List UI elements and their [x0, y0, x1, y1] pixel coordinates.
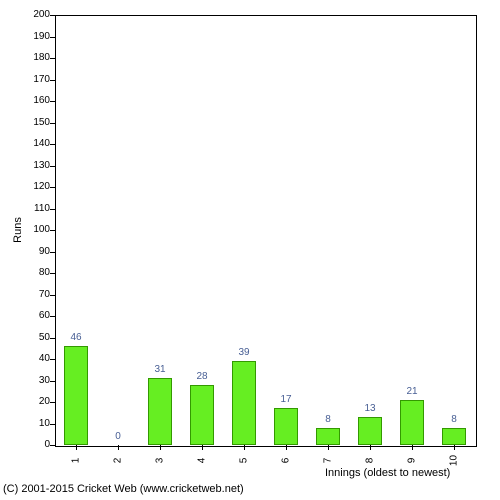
y-tick-mark	[50, 445, 55, 446]
x-tick-mark	[244, 445, 245, 450]
x-tick-mark	[454, 445, 455, 450]
y-tick-mark	[50, 424, 55, 425]
y-tick-label: 100	[20, 224, 50, 235]
y-tick-mark	[50, 101, 55, 102]
y-tick-mark	[50, 144, 55, 145]
x-tick-label: 1	[71, 451, 82, 471]
x-tick-label: 2	[113, 451, 124, 471]
copyright-text: (C) 2001-2015 Cricket Web (www.cricketwe…	[3, 483, 244, 495]
y-tick-mark	[50, 381, 55, 382]
bar	[400, 400, 423, 445]
bar-value-label: 8	[313, 414, 343, 425]
y-tick-label: 150	[20, 117, 50, 128]
y-tick-label: 20	[20, 396, 50, 407]
bar	[232, 361, 255, 445]
x-tick-mark	[118, 445, 119, 450]
x-tick-mark	[76, 445, 77, 450]
y-tick-label: 70	[20, 289, 50, 300]
x-tick-label: 6	[281, 451, 292, 471]
x-tick-label: 9	[407, 451, 418, 471]
x-tick-mark	[328, 445, 329, 450]
y-tick-label: 80	[20, 267, 50, 278]
y-tick-mark	[50, 252, 55, 253]
bar	[316, 428, 339, 445]
y-tick-mark	[50, 123, 55, 124]
y-tick-label: 190	[20, 31, 50, 42]
y-tick-label: 40	[20, 353, 50, 364]
bar-value-label: 31	[145, 364, 175, 375]
y-tick-label: 110	[20, 203, 50, 214]
bar-value-label: 28	[187, 371, 217, 382]
bar-value-label: 8	[439, 414, 469, 425]
y-tick-label: 130	[20, 160, 50, 171]
bar	[442, 428, 465, 445]
y-tick-label: 200	[20, 9, 50, 20]
y-tick-mark	[50, 338, 55, 339]
y-tick-label: 90	[20, 246, 50, 257]
bar	[190, 385, 213, 445]
y-tick-mark	[50, 209, 55, 210]
y-tick-mark	[50, 15, 55, 16]
y-tick-mark	[50, 80, 55, 81]
bar	[64, 346, 87, 445]
y-tick-label: 30	[20, 375, 50, 386]
y-tick-mark	[50, 402, 55, 403]
y-tick-label: 50	[20, 332, 50, 343]
x-tick-label: 5	[239, 451, 250, 471]
y-tick-label: 10	[20, 418, 50, 429]
x-tick-mark	[202, 445, 203, 450]
y-tick-mark	[50, 316, 55, 317]
y-tick-label: 180	[20, 52, 50, 63]
bar-value-label: 13	[355, 403, 385, 414]
y-tick-mark	[50, 273, 55, 274]
bar-value-label: 17	[271, 394, 301, 405]
x-tick-mark	[160, 445, 161, 450]
y-tick-label: 0	[20, 439, 50, 450]
x-tick-mark	[412, 445, 413, 450]
bar-value-label: 21	[397, 386, 427, 397]
bar-value-label: 39	[229, 347, 259, 358]
y-tick-mark	[50, 58, 55, 59]
plot-area	[55, 15, 477, 447]
x-tick-mark	[370, 445, 371, 450]
y-tick-label: 140	[20, 138, 50, 149]
y-tick-mark	[50, 295, 55, 296]
y-tick-label: 60	[20, 310, 50, 321]
bar-value-label: 46	[61, 332, 91, 343]
y-tick-mark	[50, 187, 55, 188]
bar	[148, 378, 171, 445]
y-tick-mark	[50, 166, 55, 167]
bar	[358, 417, 381, 445]
x-tick-label: 7	[323, 451, 334, 471]
y-tick-label: 170	[20, 74, 50, 85]
x-axis-label: Innings (oldest to newest)	[325, 467, 450, 479]
y-tick-label: 160	[20, 95, 50, 106]
x-tick-label: 8	[365, 451, 376, 471]
bar-value-label: 0	[103, 431, 133, 442]
chart-container: Runs Innings (oldest to newest) 01020304…	[0, 0, 500, 500]
x-tick-mark	[286, 445, 287, 450]
bar	[274, 408, 297, 445]
x-tick-label: 4	[197, 451, 208, 471]
y-tick-label: 120	[20, 181, 50, 192]
y-tick-mark	[50, 37, 55, 38]
y-tick-mark	[50, 230, 55, 231]
x-tick-label: 3	[155, 451, 166, 471]
x-tick-label: 10	[449, 451, 460, 471]
y-tick-mark	[50, 359, 55, 360]
